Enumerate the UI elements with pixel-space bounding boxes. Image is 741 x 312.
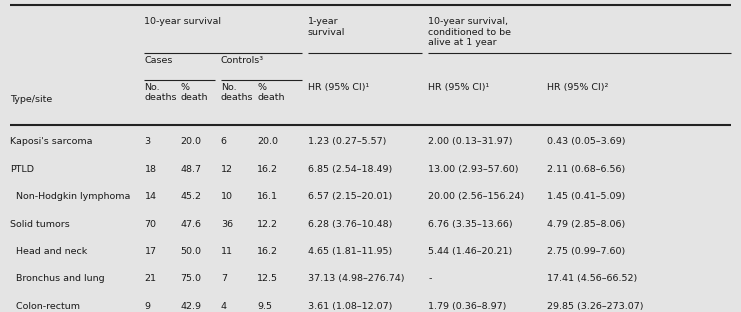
Text: Non-Hodgkin lymphoma: Non-Hodgkin lymphoma (10, 192, 130, 201)
Text: 0.43 (0.05–3.69): 0.43 (0.05–3.69) (547, 137, 625, 146)
Text: 6.57 (2.15–20.01): 6.57 (2.15–20.01) (308, 192, 392, 201)
Text: 5.44 (1.46–20.21): 5.44 (1.46–20.21) (428, 247, 513, 256)
Text: 20.0: 20.0 (257, 137, 278, 146)
Text: 16.2: 16.2 (257, 247, 278, 256)
Text: 20.00 (2.56–156.24): 20.00 (2.56–156.24) (428, 192, 525, 201)
Text: 48.7: 48.7 (180, 165, 201, 173)
Text: 7: 7 (221, 275, 227, 283)
Text: 16.1: 16.1 (257, 192, 278, 201)
Text: 50.0: 50.0 (180, 247, 201, 256)
Text: 3: 3 (144, 137, 150, 146)
Text: Solid tumors: Solid tumors (10, 220, 70, 228)
Text: 21: 21 (144, 275, 156, 283)
Text: 4.65 (1.81–11.95): 4.65 (1.81–11.95) (308, 247, 392, 256)
Text: No.
deaths: No. deaths (144, 83, 177, 102)
Text: %
death: % death (257, 83, 285, 102)
Text: 9.5: 9.5 (257, 302, 272, 311)
Text: 11: 11 (221, 247, 233, 256)
Text: 4.79 (2.85–8.06): 4.79 (2.85–8.06) (547, 220, 625, 228)
Text: Type/site: Type/site (10, 95, 52, 104)
Text: 29.85 (3.26–273.07): 29.85 (3.26–273.07) (547, 302, 643, 311)
Text: 13.00 (2.93–57.60): 13.00 (2.93–57.60) (428, 165, 519, 173)
Text: 10-year survival,
conditioned to be
alive at 1 year: 10-year survival, conditioned to be aliv… (428, 17, 511, 47)
Text: 17.41 (4.56–66.52): 17.41 (4.56–66.52) (547, 275, 637, 283)
Text: 14: 14 (144, 192, 156, 201)
Text: 6.28 (3.76–10.48): 6.28 (3.76–10.48) (308, 220, 392, 228)
Text: 75.0: 75.0 (180, 275, 201, 283)
Text: 6.76 (3.35–13.66): 6.76 (3.35–13.66) (428, 220, 513, 228)
Text: Kaposi's sarcoma: Kaposi's sarcoma (10, 137, 92, 146)
Text: 18: 18 (144, 165, 156, 173)
Text: 16.2: 16.2 (257, 165, 278, 173)
Text: 1-year
survival: 1-year survival (308, 17, 345, 37)
Text: 45.2: 45.2 (180, 192, 201, 201)
Text: 12.5: 12.5 (257, 275, 278, 283)
Text: 1.45 (0.41–5.09): 1.45 (0.41–5.09) (547, 192, 625, 201)
Text: HR (95% CI)²: HR (95% CI)² (547, 83, 608, 92)
Text: 2.75 (0.99–7.60): 2.75 (0.99–7.60) (547, 247, 625, 256)
Text: 47.6: 47.6 (180, 220, 201, 228)
Text: 3.61 (1.08–12.07): 3.61 (1.08–12.07) (308, 302, 392, 311)
Text: Colon-rectum: Colon-rectum (10, 302, 79, 311)
Text: 42.9: 42.9 (180, 302, 201, 311)
Text: 6.85 (2.54–18.49): 6.85 (2.54–18.49) (308, 165, 392, 173)
Text: 2.00 (0.13–31.97): 2.00 (0.13–31.97) (428, 137, 513, 146)
Text: 1.79 (0.36–8.97): 1.79 (0.36–8.97) (428, 302, 507, 311)
Text: 70: 70 (144, 220, 156, 228)
Text: -: - (428, 275, 432, 283)
Text: Head and neck: Head and neck (10, 247, 87, 256)
Text: %
death: % death (180, 83, 207, 102)
Text: 12: 12 (221, 165, 233, 173)
Text: 10-year survival: 10-year survival (144, 17, 222, 26)
Text: 12.2: 12.2 (257, 220, 278, 228)
Text: 20.0: 20.0 (180, 137, 201, 146)
Text: Bronchus and lung: Bronchus and lung (10, 275, 104, 283)
Text: PTLD: PTLD (10, 165, 33, 173)
Text: HR (95% CI)¹: HR (95% CI)¹ (428, 83, 490, 92)
Text: 4: 4 (221, 302, 227, 311)
Text: No.
deaths: No. deaths (221, 83, 253, 102)
Text: 37.13 (4.98–276.74): 37.13 (4.98–276.74) (308, 275, 404, 283)
Text: Controls³: Controls³ (221, 56, 264, 65)
Text: 17: 17 (144, 247, 156, 256)
Text: 1.23 (0.27–5.57): 1.23 (0.27–5.57) (308, 137, 386, 146)
Text: 2.11 (0.68–6.56): 2.11 (0.68–6.56) (547, 165, 625, 173)
Text: 10: 10 (221, 192, 233, 201)
Text: 6: 6 (221, 137, 227, 146)
Text: Cases: Cases (144, 56, 173, 65)
Text: 9: 9 (144, 302, 150, 311)
Text: 36: 36 (221, 220, 233, 228)
Text: HR (95% CI)¹: HR (95% CI)¹ (308, 83, 369, 92)
